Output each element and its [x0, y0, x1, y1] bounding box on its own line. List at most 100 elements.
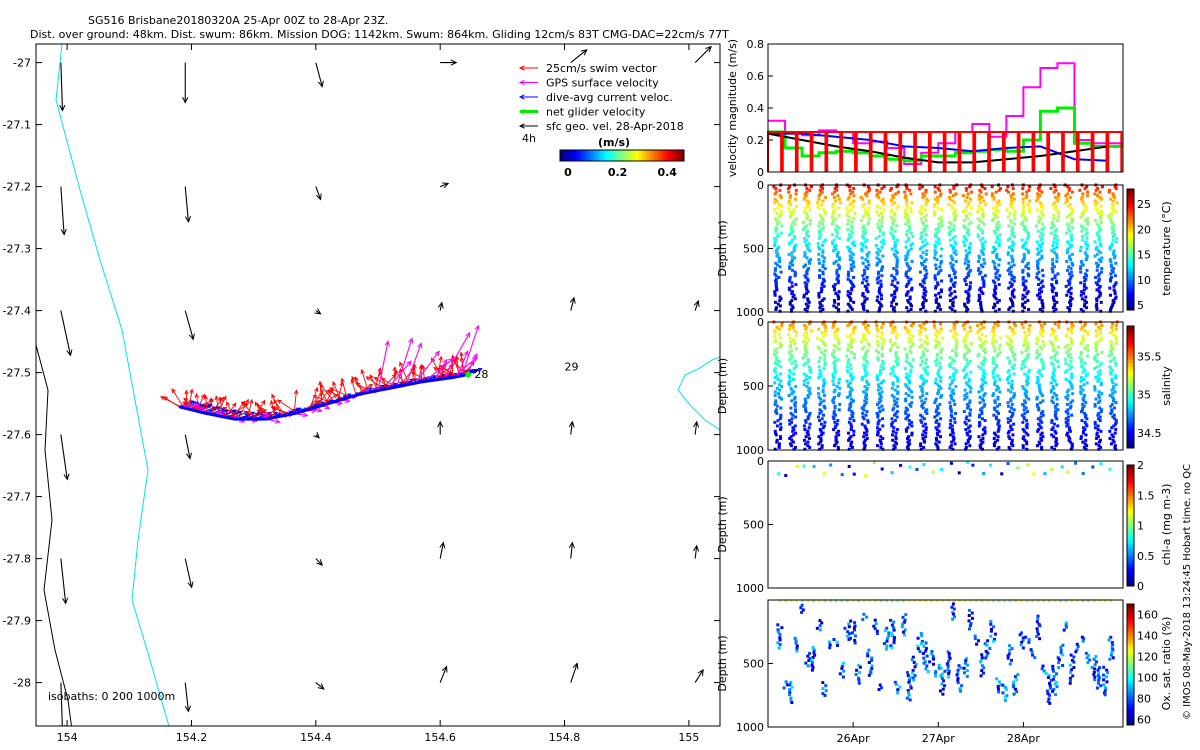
temperature-point: [806, 277, 810, 281]
temperature-point: [862, 203, 866, 207]
salinity-colorbar-cell: [1127, 387, 1134, 391]
salinity-point: [772, 368, 776, 372]
chl-a-colorbar-cell: [1127, 489, 1134, 493]
salinity-point: [1109, 352, 1113, 356]
temperature-point: [1111, 231, 1115, 235]
gps-vector-head: [198, 406, 205, 412]
temperature-point: [892, 306, 896, 310]
chl-point: [784, 474, 788, 478]
temperature-point: [1084, 242, 1088, 246]
legend-swatch-head: [518, 79, 525, 86]
temperature-point: [1099, 204, 1103, 208]
salinity-point: [955, 343, 959, 347]
temperature-point: [982, 258, 986, 262]
temperature-point: [881, 265, 885, 269]
oxygen-point: [887, 631, 891, 635]
salinity-point: [895, 442, 899, 446]
temperature-point: [1079, 197, 1083, 201]
salinity-point: [1086, 343, 1090, 347]
temperature-point: [1024, 265, 1028, 269]
temperature-point: [805, 213, 809, 217]
temperature-point: [792, 247, 796, 251]
salinity-point: [953, 420, 957, 424]
salinity-point: [1064, 377, 1068, 381]
temperature-point: [965, 306, 969, 310]
chl-a-colorbar-cell: [1127, 495, 1134, 499]
temperature-point: [951, 300, 955, 304]
salinity-point: [919, 331, 923, 335]
temperature-point: [1094, 275, 1098, 279]
salinity-point: [966, 350, 970, 354]
temperature-point: [1070, 243, 1074, 247]
salinity-point: [1070, 342, 1074, 346]
salinity-point: [964, 442, 968, 446]
salinity-point: [773, 393, 777, 397]
temperature-point: [1021, 293, 1025, 297]
chl-a-colorbar-cell: [1127, 522, 1134, 526]
oxygen-point: [884, 647, 888, 651]
temperature-point: [802, 220, 806, 224]
temperature-point: [908, 297, 912, 301]
salinity-point: [980, 333, 984, 337]
oxygen-point: [946, 667, 950, 671]
swim-vector: [306, 392, 323, 411]
colorbar-cell: [615, 150, 619, 161]
temperature-point: [979, 306, 983, 310]
oxygen-point: [1096, 674, 1100, 678]
temperature-point: [1021, 309, 1025, 313]
temperature-point: [1024, 219, 1028, 223]
oxygen-point: [848, 636, 852, 640]
temperature-point: [997, 299, 1001, 303]
oxygen-point: [969, 599, 973, 603]
temperature-point: [940, 220, 944, 224]
salinity-point: [979, 442, 983, 446]
geo-vector: [184, 186, 189, 222]
chl-point: [1060, 465, 1064, 469]
salinity-point: [1021, 359, 1025, 363]
temperature-point: [867, 206, 871, 210]
temperature-point: [847, 219, 851, 223]
salinity-point: [981, 433, 985, 437]
salinity-point: [774, 408, 778, 412]
temperature-point: [919, 307, 923, 311]
salinity-point: [1023, 365, 1027, 369]
oxygen-point: [1015, 678, 1019, 682]
salinity-point: [934, 442, 938, 446]
colorbar-cell: [597, 150, 600, 161]
gps-vector: [424, 358, 454, 382]
salinity-point: [832, 410, 836, 414]
temperature-point: [832, 286, 836, 290]
temperature-point: [921, 192, 925, 196]
temperature-point: [879, 283, 883, 287]
oxygen-point: [1064, 625, 1068, 629]
oxygen-point: [1086, 661, 1090, 665]
oxygen-point: [974, 599, 978, 603]
temperature-point: [846, 302, 850, 306]
temperature-point: [1067, 224, 1071, 228]
temperature-point: [967, 222, 971, 226]
chl-a-colorbar-cell: [1127, 528, 1134, 533]
temperature-point: [924, 265, 928, 269]
salinity-point: [892, 444, 896, 448]
temperature-point: [1051, 243, 1055, 247]
oxygen-point: [996, 687, 1000, 691]
temperature-point: [978, 288, 982, 292]
salinity-point: [980, 410, 984, 414]
temperature-point: [806, 203, 810, 207]
temperature-point: [964, 283, 968, 287]
oxygen-point: [885, 626, 889, 630]
salinity-point: [807, 426, 811, 430]
salinity-point: [939, 395, 943, 399]
salinity-point: [1051, 395, 1055, 399]
salinity-point: [896, 361, 900, 365]
temperature-point: [1036, 267, 1040, 271]
oxygen-point: [885, 644, 889, 648]
temperature-point: [1097, 274, 1101, 278]
salinity-point: [889, 347, 893, 351]
oxygen-point: [991, 599, 995, 603]
oxygen-colorbar-cell: [1127, 637, 1134, 641]
salinity-point: [888, 340, 892, 344]
salinity-point: [779, 365, 783, 369]
temperature-point: [1068, 309, 1072, 313]
geo-vector: [184, 558, 193, 588]
